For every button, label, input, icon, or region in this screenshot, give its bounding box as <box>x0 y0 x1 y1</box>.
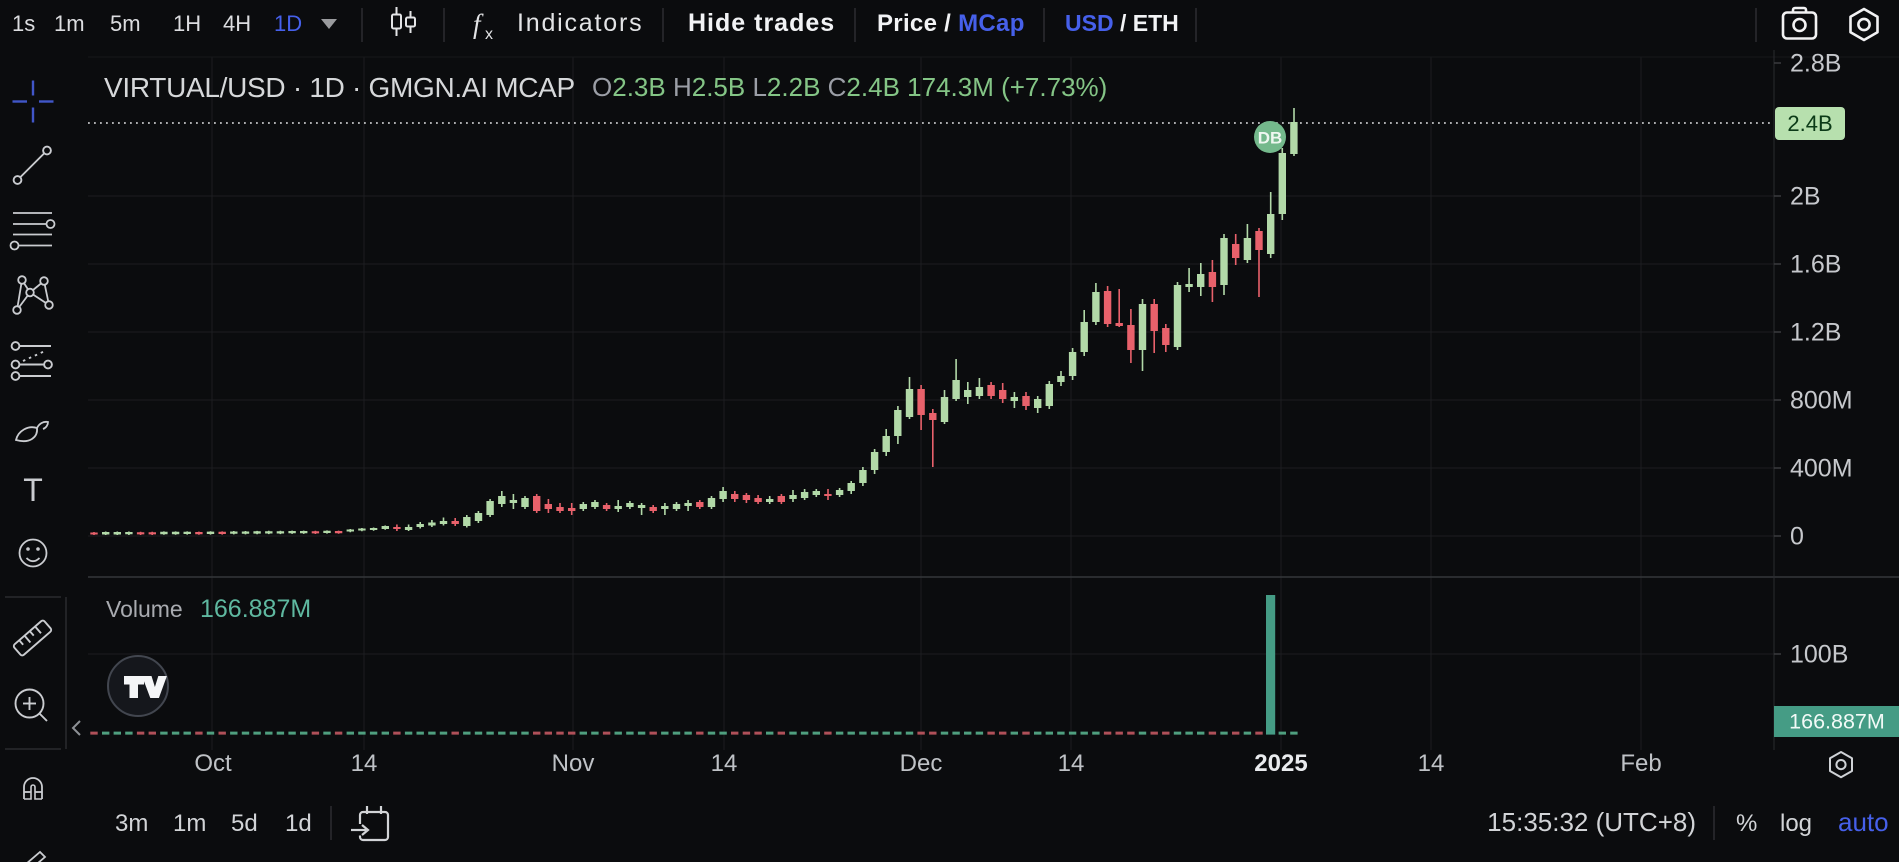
svg-text:5d: 5d <box>231 810 258 837</box>
svg-text:1s: 1s <box>12 11 35 36</box>
svg-text:Price / MCap: Price / MCap <box>877 10 1025 37</box>
svg-text:%: % <box>1736 810 1757 837</box>
svg-text:100B: 100B <box>1790 641 1848 669</box>
svg-text:Oct: Oct <box>194 750 232 777</box>
svg-text:2B: 2B <box>1790 183 1821 211</box>
svg-text:2025: 2025 <box>1254 750 1307 777</box>
svg-text:1H: 1H <box>173 11 201 36</box>
svg-text:x: x <box>485 26 493 43</box>
svg-text:166.887M: 166.887M <box>200 595 311 623</box>
svg-text:USD / ETH: USD / ETH <box>1065 10 1179 36</box>
svg-text:14: 14 <box>1418 750 1445 777</box>
svg-text:1m: 1m <box>173 810 206 837</box>
svg-text:14: 14 <box>351 750 378 777</box>
svg-text:DB: DB <box>1258 129 1283 148</box>
svg-text:VIRTUAL/USD · 1D · GMGN.AI MCA: VIRTUAL/USD · 1D · GMGN.AI MCAP <box>104 72 575 103</box>
svg-text:14: 14 <box>711 750 738 777</box>
svg-text:log: log <box>1780 810 1812 837</box>
svg-text:1D: 1D <box>274 11 302 36</box>
svg-text:166.887M: 166.887M <box>1789 710 1885 734</box>
svg-text:T: T <box>23 472 43 508</box>
svg-text:2.8B: 2.8B <box>1790 50 1841 78</box>
svg-text:2.4B: 2.4B <box>1787 111 1832 136</box>
svg-text:5m: 5m <box>110 11 141 36</box>
svg-text:auto: auto <box>1838 807 1889 837</box>
svg-text:15:35:32 (UTC+8): 15:35:32 (UTC+8) <box>1487 807 1696 837</box>
svg-text:f: f <box>473 9 484 39</box>
svg-text:Indicators: Indicators <box>517 9 643 37</box>
svg-text:1d: 1d <box>285 810 312 837</box>
svg-text:Hide trades: Hide trades <box>688 9 835 37</box>
svg-text:Dec: Dec <box>900 750 943 777</box>
svg-text:Feb: Feb <box>1620 750 1661 777</box>
svg-text:Nov: Nov <box>552 750 595 777</box>
svg-text:400M: 400M <box>1790 455 1853 483</box>
svg-text:Volume: Volume <box>106 596 183 622</box>
svg-text:14: 14 <box>1058 750 1085 777</box>
svg-text:1.2B: 1.2B <box>1790 319 1841 347</box>
svg-text:0: 0 <box>1790 523 1804 551</box>
svg-text:1.6B: 1.6B <box>1790 251 1841 279</box>
svg-text:O2.3B H2.5B L2.2B C2.4B 174.3M: O2.3B H2.5B L2.2B C2.4B 174.3M (+7.73%) <box>592 72 1107 102</box>
svg-text:1m: 1m <box>54 11 85 36</box>
svg-text:4H: 4H <box>223 11 251 36</box>
svg-text:3m: 3m <box>115 810 148 837</box>
svg-text:800M: 800M <box>1790 387 1853 415</box>
